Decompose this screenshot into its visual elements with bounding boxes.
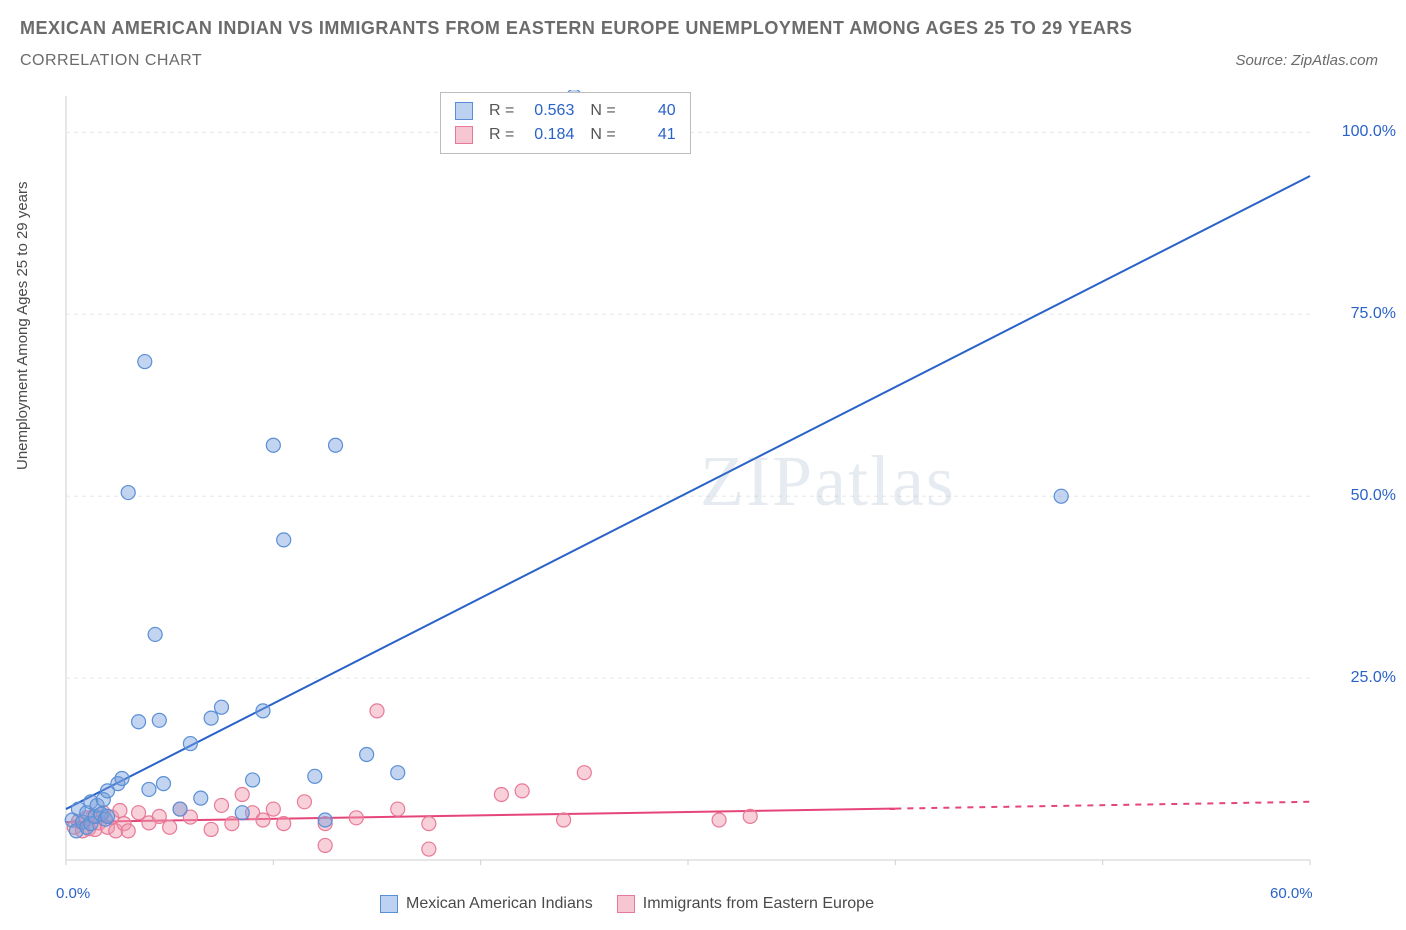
legend-label-2: Immigrants from Eastern Europe [643,895,874,913]
scatter-plot [60,90,1380,870]
source-text: Source: ZipAtlas.com [1235,52,1378,69]
chart-svg [60,90,1380,870]
correlation-stats-box: R = 0.563 N = 40 R = 0.184 N = 41 [440,92,691,154]
x-tick-label: 0.0% [56,885,90,902]
r-label: R = [481,102,518,120]
n-value-2: 41 [628,126,676,144]
legend-item-1: Mexican American Indians [380,895,593,913]
chart-subtitle: CORRELATION CHART [20,52,202,70]
y-tick-label: 75.0% [1351,305,1396,323]
legend-label-1: Mexican American Indians [406,895,593,913]
legend-bottom: Mexican American Indians Immigrants from… [380,895,874,913]
chart-title: MEXICAN AMERICAN INDIAN VS IMMIGRANTS FR… [20,18,1132,39]
y-tick-label: 100.0% [1342,123,1396,141]
r-value-1: 0.563 [526,102,574,120]
legend-item-2: Immigrants from Eastern Europe [617,895,874,913]
n-value-1: 40 [628,102,676,120]
x-tick-label: 60.0% [1270,885,1313,902]
swatch-series-2 [455,126,473,144]
x-tick-labels: 0.0%60.0% [60,875,1380,895]
r-label: R = [481,126,518,144]
stats-row-series-1: R = 0.563 N = 40 [455,99,676,123]
stats-row-series-2: R = 0.184 N = 41 [455,123,676,147]
n-label: N = [582,102,619,120]
y-tick-label: 25.0% [1351,669,1396,687]
swatch-series-1-icon [380,895,398,913]
y-tick-label: 50.0% [1351,487,1396,505]
swatch-series-2-icon [617,895,635,913]
n-label: N = [582,126,619,144]
y-axis-label: Unemployment Among Ages 25 to 29 years [14,181,31,470]
swatch-series-1 [455,102,473,120]
r-value-2: 0.184 [526,126,574,144]
